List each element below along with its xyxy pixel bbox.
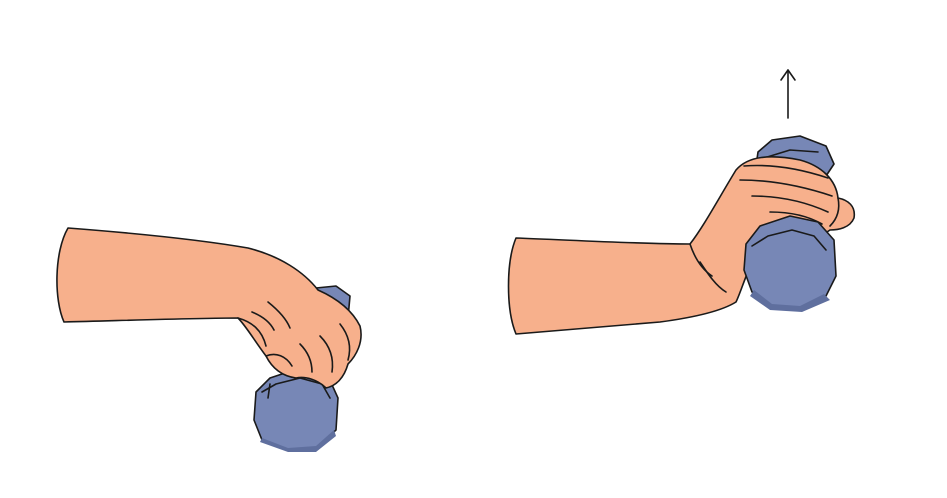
right-dumbbell-head (743, 215, 837, 312)
left-pose-wrist-down (56, 227, 362, 452)
right-pose-wrist-up (507, 69, 856, 335)
left-forearm-hand (56, 227, 362, 389)
arrow-up-icon (780, 69, 796, 119)
right-forearm-hand (507, 156, 856, 335)
